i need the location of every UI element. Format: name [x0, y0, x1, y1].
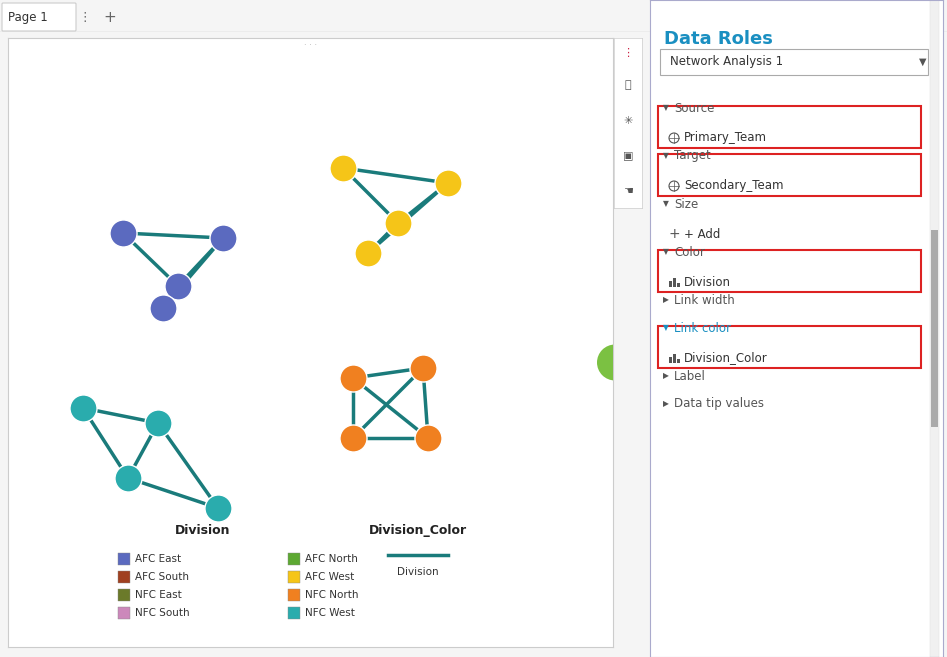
Wedge shape — [597, 344, 615, 380]
Text: ⋮: ⋮ — [79, 11, 91, 24]
Point — [170, 281, 186, 291]
Point — [390, 217, 405, 228]
Bar — [677, 283, 680, 287]
Point — [440, 178, 456, 189]
Text: Network Analysis 1: Network Analysis 1 — [670, 55, 783, 68]
Text: ▣: ▣ — [623, 151, 634, 161]
Bar — [658, 250, 921, 292]
Point — [346, 433, 361, 443]
Text: NFC South: NFC South — [135, 608, 189, 618]
Text: Target: Target — [674, 150, 711, 162]
Text: · · ·: · · · — [304, 41, 317, 51]
Bar — [673, 278, 676, 287]
Text: ⤢: ⤢ — [625, 80, 632, 90]
Text: Source: Source — [674, 101, 714, 114]
Text: ☚: ☚ — [623, 186, 633, 196]
Bar — [669, 357, 672, 363]
Bar — [673, 354, 676, 363]
Point — [116, 228, 131, 238]
Text: ⋮: ⋮ — [622, 48, 634, 58]
Bar — [288, 607, 300, 619]
Point — [155, 303, 170, 313]
Text: Data tip values: Data tip values — [674, 397, 764, 411]
Text: NFC West: NFC West — [305, 608, 355, 618]
Bar — [930, 0, 939, 657]
Text: ▼: ▼ — [663, 248, 669, 256]
Point — [151, 418, 166, 428]
Bar — [658, 106, 921, 148]
Point — [76, 403, 91, 413]
Point — [361, 248, 376, 258]
Text: ✳: ✳ — [623, 116, 633, 126]
Text: + Add: + Add — [684, 227, 721, 240]
Text: Division_Color: Division_Color — [684, 351, 768, 365]
Bar — [288, 571, 300, 583]
Text: Link width: Link width — [674, 294, 735, 307]
Text: AFC North: AFC North — [305, 554, 358, 564]
Bar — [658, 154, 921, 196]
Text: Page 1: Page 1 — [8, 11, 47, 24]
Text: Link color: Link color — [674, 321, 731, 334]
Text: Primary_Team: Primary_Team — [684, 131, 767, 145]
Text: ▼: ▼ — [663, 200, 669, 208]
Bar — [118, 553, 130, 565]
Point — [120, 473, 135, 484]
Point — [420, 433, 436, 443]
Text: ▼: ▼ — [663, 104, 669, 112]
Text: ▶: ▶ — [663, 371, 669, 380]
Text: Division: Division — [397, 567, 438, 577]
Text: AFC East: AFC East — [135, 554, 181, 564]
Point — [215, 233, 230, 243]
Point — [210, 503, 225, 513]
Bar — [288, 589, 300, 601]
FancyBboxPatch shape — [2, 3, 76, 31]
Text: Division: Division — [175, 524, 231, 537]
Text: Label: Label — [674, 369, 706, 382]
Bar — [118, 589, 130, 601]
Text: Secondary_Team: Secondary_Team — [684, 179, 783, 193]
Bar — [931, 230, 938, 427]
Text: ▼: ▼ — [663, 323, 669, 332]
Text: ▶: ▶ — [663, 296, 669, 304]
Text: Data Roles: Data Roles — [664, 30, 773, 48]
Text: ▼: ▼ — [920, 57, 927, 67]
Text: NFC North: NFC North — [305, 590, 359, 600]
Text: AFC West: AFC West — [305, 572, 354, 582]
Bar — [669, 281, 672, 287]
Text: Division: Division — [684, 275, 731, 288]
Text: ▼: ▼ — [663, 152, 669, 160]
Text: Division_Color: Division_Color — [369, 524, 467, 537]
FancyBboxPatch shape — [660, 49, 928, 75]
Point — [335, 163, 350, 173]
Bar — [288, 553, 300, 565]
Point — [346, 373, 361, 383]
Text: +: + — [669, 227, 680, 241]
Text: Color: Color — [674, 246, 705, 258]
Bar — [658, 326, 921, 368]
Text: Size: Size — [674, 198, 698, 210]
Bar — [118, 571, 130, 583]
Text: NFC East: NFC East — [135, 590, 182, 600]
Bar — [677, 359, 680, 363]
Text: ▶: ▶ — [663, 399, 669, 409]
Text: AFC South: AFC South — [135, 572, 189, 582]
Text: +: + — [103, 9, 116, 24]
Point — [416, 363, 431, 373]
Bar — [118, 607, 130, 619]
